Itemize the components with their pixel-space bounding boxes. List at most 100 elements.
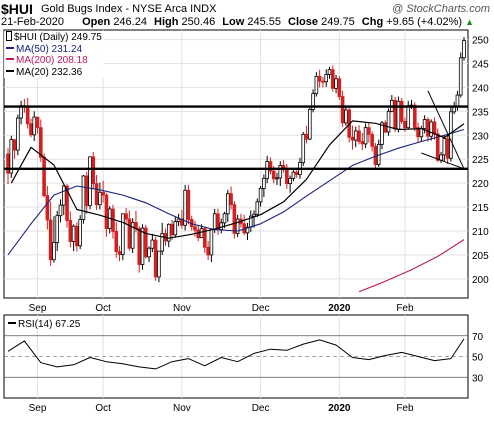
low-label: Low: [222, 16, 245, 28]
rsi-tick-label: 70: [472, 332, 484, 343]
candle-up: [55, 215, 60, 243]
candle-down: [65, 185, 69, 221]
candle-down: [370, 133, 374, 147]
candle-up: [160, 232, 164, 252]
y-tick-label: 215: [472, 203, 489, 214]
candle-down: [399, 100, 404, 122]
candle-down: [75, 225, 79, 247]
candle-up: [150, 239, 155, 249]
candle-down: [104, 194, 109, 230]
candle-down: [84, 175, 89, 207]
y-tick-label: 200: [472, 275, 489, 286]
candle-up: [209, 229, 214, 256]
candle-down: [445, 138, 450, 159]
candle-down: [330, 69, 335, 89]
x-tick-label: Feb: [396, 303, 414, 314]
y-tick-label: 235: [472, 107, 489, 118]
legend-item-ma200: MA(200) 208.18: [6, 55, 102, 67]
candle-up: [308, 109, 312, 140]
x-tick-label: Dec: [252, 303, 270, 314]
quote-line: 21-Feb-2020 Open 246.24 High 250.46 Low …: [1, 16, 474, 28]
candle-up: [353, 130, 358, 141]
candle-up: [258, 188, 263, 203]
x-tick-label: 2020: [328, 303, 351, 314]
candle-up: [439, 154, 443, 161]
candle-down: [340, 96, 345, 124]
candle-up: [278, 165, 283, 179]
candle-up: [166, 223, 171, 242]
candle-up: [183, 189, 187, 226]
candle-up: [386, 110, 391, 133]
ma50-line: [7, 128, 465, 256]
candle-down: [426, 119, 430, 137]
candle-up: [176, 218, 181, 222]
candle-down: [432, 121, 437, 135]
x-tick-label: Sep: [29, 303, 47, 314]
close-value: 249.75: [321, 16, 355, 28]
legend-item-ma50: MA(50) 231.24: [6, 44, 102, 56]
candle-up: [422, 119, 427, 129]
close-label: Close: [288, 16, 319, 28]
candle-up: [199, 228, 204, 239]
x-tick-label: Nov: [173, 303, 191, 314]
candle-down: [412, 104, 417, 129]
candle-up: [288, 177, 292, 185]
candle-up: [245, 226, 250, 234]
candle-up: [449, 111, 453, 159]
candle-up: [81, 175, 86, 220]
candle-down: [124, 213, 128, 220]
candle-up: [121, 213, 125, 255]
candle-down: [294, 171, 299, 175]
candle-up: [301, 133, 306, 163]
candle-up: [311, 93, 315, 110]
candle-up: [334, 78, 338, 89]
candle-down: [68, 220, 73, 242]
candle-down: [393, 99, 397, 130]
candle-up: [406, 105, 411, 129]
candle-up: [429, 121, 433, 137]
candle-down: [196, 229, 201, 239]
candle-up: [442, 138, 447, 156]
chg-value: +9.65 (+4.02%): [386, 16, 463, 28]
candle-down: [91, 156, 96, 185]
candle-up: [262, 177, 266, 189]
candle-down: [25, 105, 30, 125]
candle-down: [367, 127, 371, 135]
candle-up: [88, 156, 92, 207]
candle-up: [58, 204, 63, 217]
legend-label-price: $HUI (Daily) 249.75: [14, 32, 102, 43]
legend-item-price: $HUI (Daily) 249.75: [6, 31, 102, 44]
candle-up: [16, 117, 20, 151]
high-value: 250.46: [181, 16, 216, 28]
rsi-tick-label: 30: [472, 373, 484, 384]
open-value: 246.24: [113, 16, 147, 28]
candle-up: [219, 222, 224, 230]
candle-down: [317, 76, 322, 82]
candle-down: [337, 78, 342, 97]
candle-down: [206, 246, 210, 256]
chg-label: Chg: [361, 16, 384, 28]
legend-label-ma20: MA(20) 232.36: [16, 66, 83, 78]
candle-down: [383, 122, 388, 133]
candle-down: [403, 121, 407, 129]
candle-up: [380, 122, 384, 145]
y-tick-label: 250: [472, 36, 489, 47]
candle-up: [324, 74, 329, 83]
x-tick-label: Dec: [252, 403, 270, 414]
chart-symbol: $HUI: [1, 1, 33, 17]
legend: $HUI (Daily) 249.75 MA(50) 231.24 MA(200…: [4, 31, 104, 78]
candle-up: [314, 76, 319, 95]
candle-up: [455, 94, 460, 108]
candle-down: [285, 167, 289, 185]
candle-down: [360, 141, 365, 145]
candle-down: [137, 228, 142, 265]
candle-down: [127, 218, 132, 249]
y-tick-label: 205: [472, 251, 489, 262]
candle-down: [39, 127, 43, 158]
y-tick-label: 210: [472, 227, 489, 238]
candle-up: [255, 201, 260, 215]
candle-up: [130, 221, 135, 249]
up-arrow-icon: ▲: [465, 17, 475, 27]
y-tick-label: 240: [472, 83, 489, 94]
chart-index-name: Gold Bugs Index - NYSE Arca INDX: [41, 3, 217, 15]
